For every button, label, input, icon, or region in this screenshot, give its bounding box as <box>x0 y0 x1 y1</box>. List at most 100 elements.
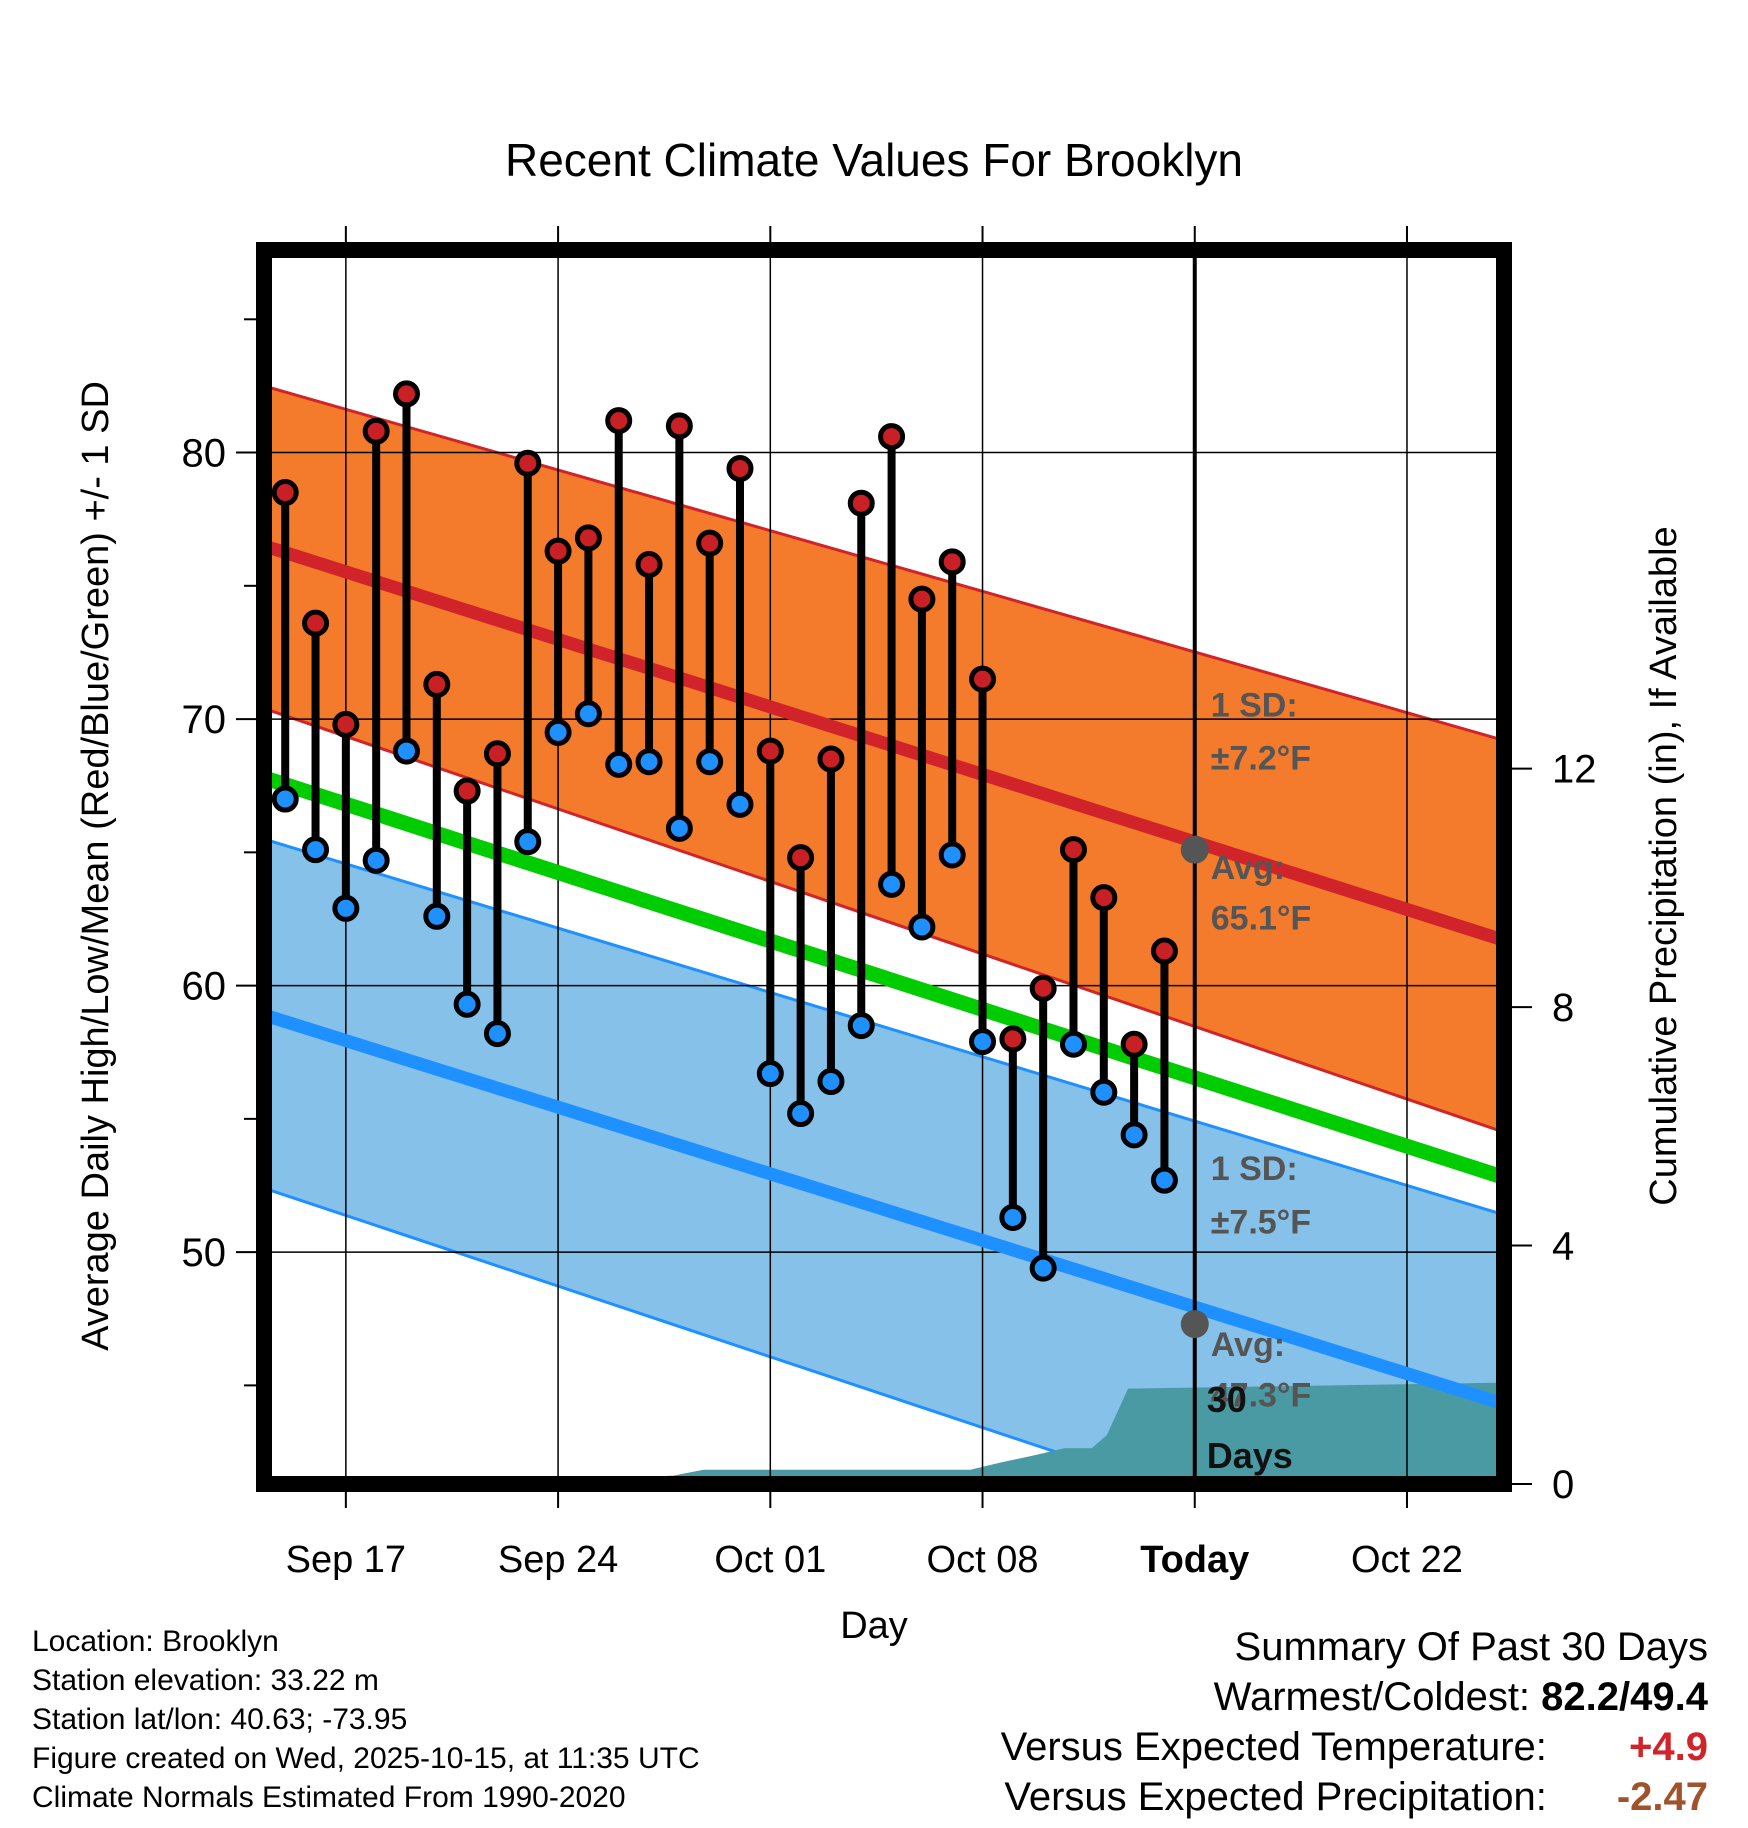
obs-high-dot <box>756 737 784 765</box>
normal-low-line <box>264 1008 1504 1411</box>
obs-low-dot <box>332 894 360 922</box>
chart-title: Recent Climate Values For Brooklyn <box>505 134 1243 186</box>
low-sd-label: 1 SD: <box>1211 1150 1298 1188</box>
obs-low-dot <box>453 990 481 1018</box>
period-number-label: 30 <box>1207 1379 1247 1420</box>
y-tick-label: 50 <box>182 1231 227 1275</box>
created-text: Figure created on Wed, 2025-10-15, at 11… <box>32 1742 700 1775</box>
latlon-text: Station lat/lon: 40.63; -73.95 <box>32 1703 408 1736</box>
obs-high-dot <box>1120 1030 1148 1058</box>
obs-high-dot <box>908 585 936 613</box>
obs-high-dot <box>1090 884 1118 912</box>
normal-high-line <box>264 539 1504 947</box>
obs-high-dot <box>726 455 754 483</box>
y2-tick-label: 4 <box>1552 1225 1574 1269</box>
station-info: Location: Brooklyn Station elevation: 33… <box>32 1622 700 1817</box>
high-sd-value: ±7.2°F <box>1211 740 1311 778</box>
obs-low-dot <box>908 913 936 941</box>
low-sd-value: ±7.5°F <box>1211 1203 1311 1241</box>
precip-anomaly-value: -2.47 <box>1616 1775 1708 1819</box>
obs-high-dot <box>544 537 572 565</box>
period-unit-label: Days <box>1207 1435 1293 1476</box>
obs-high-dot <box>665 412 693 440</box>
precip-anomaly-row: Versus Expected Precipitation: -2.47 <box>1001 1772 1708 1822</box>
obs-low-dot <box>574 700 602 728</box>
x-axis-label: Day <box>840 1605 908 1647</box>
obs-high-dot <box>969 665 997 693</box>
high-avg-value: 65.1°F <box>1211 900 1312 938</box>
x-tick-label: Oct 01 <box>714 1539 826 1581</box>
x-tick-label: Today <box>1140 1539 1249 1581</box>
axes: Sep 17 Sep 24 Oct 01 Oct 08 Today Oct 22 50 60 7… <box>182 226 1597 1581</box>
obs-high-dot <box>847 489 875 517</box>
y-axis-label: Average Daily High/Low/Mean (Red/Blue/Gr… <box>75 381 117 1351</box>
obs-low-dot <box>1090 1078 1118 1106</box>
obs-low-dot <box>271 785 299 813</box>
y2-axis-label: Cumulative Precipitation (in), If Availa… <box>1643 526 1685 1205</box>
obs-low-dot <box>1029 1254 1057 1282</box>
obs-low-dot <box>302 836 330 864</box>
precip-anomaly-label: Versus Expected Precipitation: <box>1004 1775 1547 1819</box>
temp-anomaly-value: +4.9 <box>1629 1725 1708 1769</box>
plot-area: 1 SD: ±7.2°F Avg: 65.1°F 1 SD: ±7.5°F Avg: 47.3… <box>264 250 1504 1484</box>
obs-high-dot <box>574 524 602 552</box>
y-tick-label: 70 <box>182 698 227 742</box>
temp-anomaly-row: Versus Expected Temperature: +4.9 <box>1001 1722 1708 1772</box>
obs-low-dot <box>756 1060 784 1088</box>
plot-frame <box>256 242 1512 1492</box>
today-low-avg-dot <box>1180 1310 1209 1339</box>
obs-low-dot <box>817 1068 845 1096</box>
x-tick-label: Oct 08 <box>927 1539 1039 1581</box>
location-text: Location: Brooklyn <box>32 1625 279 1658</box>
normals-text: Climate Normals Estimated From 1990-2020 <box>32 1781 626 1814</box>
obs-high-dot <box>514 449 542 477</box>
warmest-coldest-row: Warmest/Coldest: 82.2/49.4 <box>1001 1672 1708 1722</box>
obs-high-dot <box>392 380 420 408</box>
observation-marks <box>271 380 1178 1282</box>
elevation-text: Station elevation: 33.22 m <box>32 1664 379 1697</box>
high-sd-label: 1 SD: <box>1211 686 1298 724</box>
obs-low-dot <box>696 748 724 776</box>
obs-high-dot <box>817 745 845 773</box>
y-tick-label: 80 <box>182 432 227 476</box>
obs-high-dot <box>999 1025 1027 1053</box>
low-avg-label: Avg: <box>1211 1326 1285 1364</box>
obs-low-dot <box>847 1012 875 1040</box>
obs-low-dot <box>392 737 420 765</box>
summary-heading: Summary Of Past 30 Days <box>1234 1625 1708 1669</box>
obs-low-dot <box>665 814 693 842</box>
obs-high-dot <box>787 844 815 872</box>
obs-high-dot <box>938 548 966 576</box>
obs-low-dot <box>787 1100 815 1128</box>
obs-high-dot <box>1059 836 1087 864</box>
obs-high-dot <box>1029 974 1057 1002</box>
obs-high-dot <box>696 529 724 557</box>
obs-low-dot <box>999 1203 1027 1231</box>
obs-high-dot <box>1150 937 1178 965</box>
obs-high-dot <box>332 710 360 738</box>
obs-low-dot <box>605 750 633 778</box>
obs-low-dot <box>1150 1166 1178 1194</box>
low-avg-value: 47.3°F <box>1211 1377 1312 1415</box>
obs-low-dot <box>635 748 663 776</box>
high-avg-label: Avg: <box>1211 849 1285 887</box>
obs-high-dot <box>423 670 451 698</box>
x-tick-label: Sep 17 <box>286 1539 406 1581</box>
y2-tick-label: 12 <box>1552 748 1597 792</box>
y-tick-label: 60 <box>182 965 227 1009</box>
x-tick-label: Sep 24 <box>498 1539 618 1581</box>
warmest-coldest-value: 82.2/49.4 <box>1541 1675 1708 1719</box>
obs-low-dot <box>1120 1121 1148 1149</box>
today-high-avg-dot <box>1180 835 1209 864</box>
obs-low-dot <box>938 841 966 869</box>
obs-high-dot <box>271 479 299 507</box>
obs-low-dot <box>726 790 754 818</box>
y2-tick-label: 8 <box>1552 986 1574 1030</box>
obs-low-dot <box>969 1028 997 1056</box>
obs-low-dot <box>878 870 906 898</box>
precip-area <box>264 1382 1504 1484</box>
y2-tick-label: 0 <box>1552 1463 1574 1507</box>
obs-high-dot <box>605 407 633 435</box>
x-tick-label: Oct 22 <box>1351 1539 1463 1581</box>
